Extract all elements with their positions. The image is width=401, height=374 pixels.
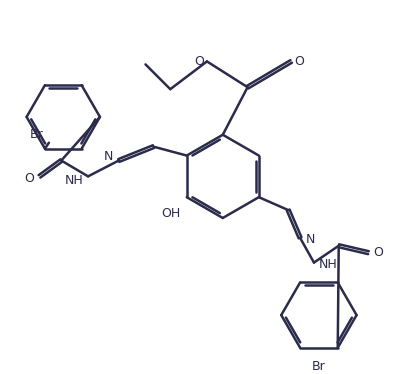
Text: O: O — [294, 55, 303, 68]
Text: Br: Br — [311, 360, 325, 373]
Text: N: N — [304, 233, 314, 246]
Text: O: O — [373, 246, 382, 259]
Text: NH: NH — [318, 258, 336, 271]
Text: NH: NH — [65, 174, 83, 187]
Text: N: N — [104, 150, 113, 163]
Text: O: O — [24, 172, 34, 185]
Text: O: O — [194, 55, 203, 68]
Text: Br: Br — [30, 128, 44, 141]
Text: OH: OH — [161, 206, 180, 220]
